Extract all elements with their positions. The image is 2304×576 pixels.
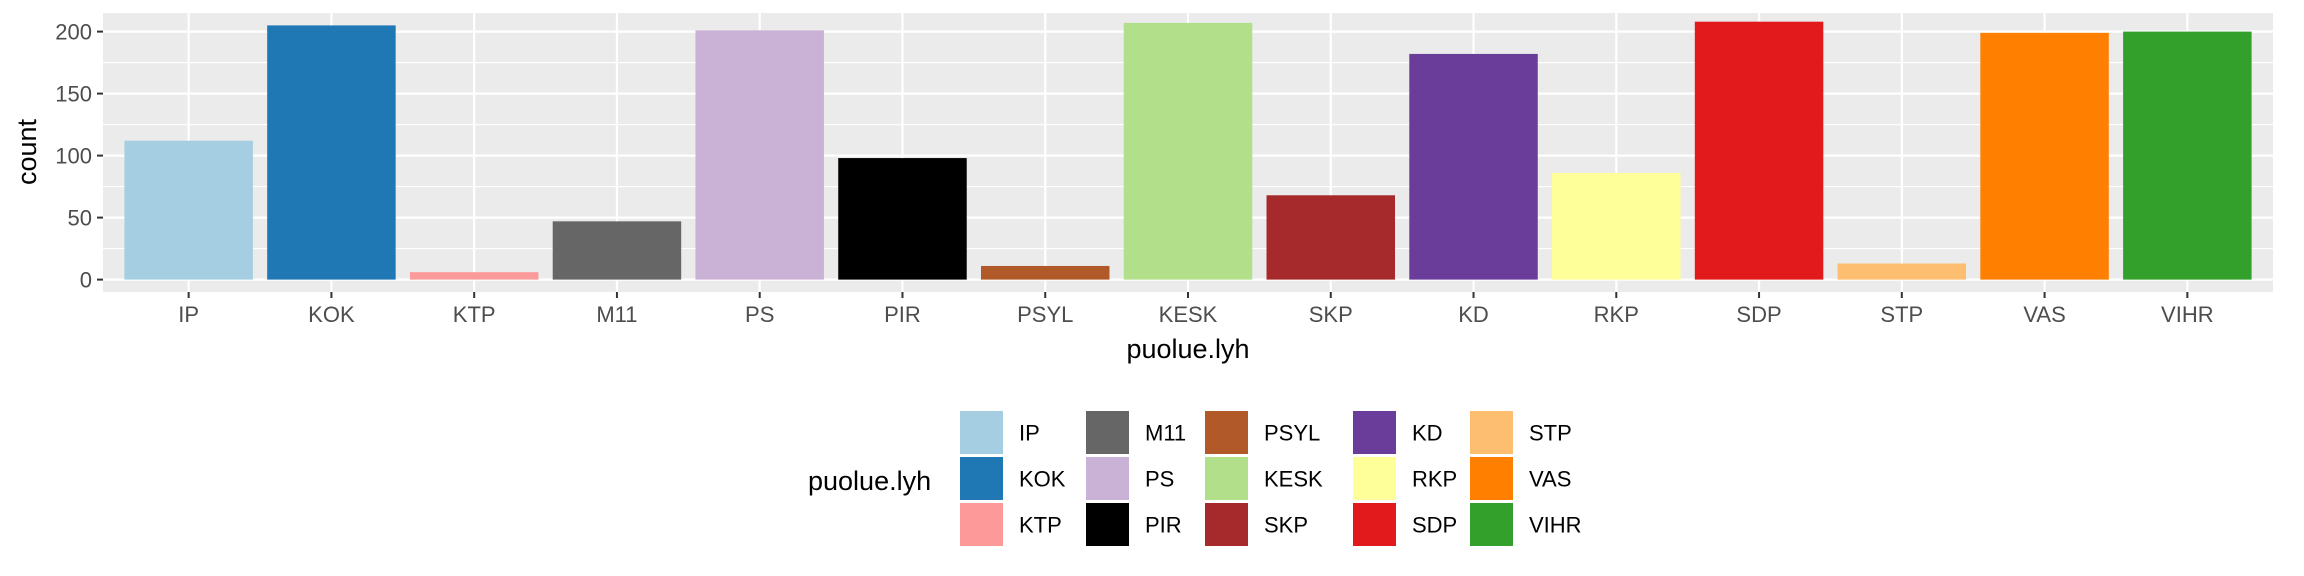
legend-key-ps: [1086, 457, 1129, 500]
bar-m11: [552, 221, 682, 280]
bar-psyl: [980, 265, 1110, 280]
x-tick-label: SDP: [1736, 302, 1781, 327]
x-tick-label: VIHR: [2161, 302, 2214, 327]
bar-skp: [1266, 195, 1396, 280]
y-axis: 0 50 100 150 200: [55, 20, 103, 293]
legend-label: KD: [1412, 421, 1443, 446]
bar-ps: [695, 30, 824, 280]
legend-key-skp: [1205, 503, 1248, 546]
bar-vas: [1980, 32, 2109, 280]
legend-key-vihr: [1470, 503, 1513, 546]
legend-label: VAS: [1529, 467, 1571, 492]
legend-label: PSYL: [1264, 421, 1320, 446]
x-tick-label: SKP: [1309, 302, 1353, 327]
bars: [124, 21, 2252, 280]
legend-key-rkp: [1353, 457, 1396, 500]
legend-label: SDP: [1412, 513, 1457, 538]
legend-label: SKP: [1264, 513, 1308, 538]
legend-label: RKP: [1412, 467, 1457, 492]
legend-label: STP: [1529, 421, 1572, 446]
legend-key-kesk: [1205, 457, 1248, 500]
bar-sdp: [1694, 21, 1824, 280]
x-axis-title: puolue.lyh: [1126, 334, 1249, 364]
x-tick-label: KD: [1458, 302, 1489, 327]
y-tick-label: 150: [55, 82, 92, 107]
legend-key-kd: [1353, 411, 1396, 454]
x-tick-label: PIR: [884, 302, 921, 327]
legend-key-ktp: [960, 503, 1003, 546]
bar-kok: [267, 25, 396, 280]
x-tick-label: KOK: [308, 302, 355, 327]
y-axis-title: count: [12, 118, 42, 185]
legend-label: KTP: [1019, 513, 1062, 538]
legend-label: PIR: [1145, 513, 1182, 538]
bar-rkp: [1552, 172, 1681, 280]
y-tick-label: 200: [55, 20, 92, 45]
legend-label: IP: [1019, 421, 1040, 446]
x-tick-label: PS: [745, 302, 774, 327]
legend-label: KESK: [1264, 467, 1323, 492]
y-tick-label: 50: [68, 206, 92, 231]
x-tick-label: KTP: [453, 302, 496, 327]
bar-stp: [1837, 263, 1967, 280]
legend-key-m11: [1086, 411, 1129, 454]
legend-label: M11: [1145, 421, 1186, 446]
y-tick-label: 100: [55, 144, 92, 169]
bar-ip: [124, 140, 253, 280]
legend-label: VIHR: [1529, 513, 1582, 538]
legend-key-pir: [1086, 503, 1129, 546]
legend-key-sdp: [1353, 503, 1396, 546]
legend-key-vas: [1470, 457, 1513, 500]
y-tick-label: 0: [80, 268, 92, 293]
legend-key-psyl: [1205, 411, 1248, 454]
x-axis: IP KOK KTP M11 PS PIR PSYL KESK SKP KD RKP SDP STP VA…: [178, 292, 2214, 327]
legend-label: PS: [1145, 467, 1174, 492]
legend-key-ip: [960, 411, 1003, 454]
x-tick-label: VAS: [2023, 302, 2065, 327]
legend: puolue.lyh IP KOK KTP M11 PS PIR PSYL KESK SKP KD…: [808, 411, 1582, 546]
x-tick-label: RKP: [1594, 302, 1639, 327]
bar-pir: [838, 158, 967, 280]
bar-kesk: [1123, 22, 1253, 280]
x-tick-label: KESK: [1159, 302, 1218, 327]
bar-kd: [1409, 53, 1538, 280]
bar-ktp: [409, 272, 539, 280]
legend-key-stp: [1470, 411, 1513, 454]
x-tick-label: PSYL: [1017, 302, 1073, 327]
legend-key-kok: [960, 457, 1003, 500]
bar-vihr: [2123, 31, 2252, 280]
x-tick-label: M11: [596, 302, 637, 327]
x-tick-label: IP: [178, 302, 199, 327]
x-tick-label: STP: [1880, 302, 1923, 327]
legend-title: puolue.lyh: [808, 466, 931, 496]
legend-label: KOK: [1019, 467, 1066, 492]
